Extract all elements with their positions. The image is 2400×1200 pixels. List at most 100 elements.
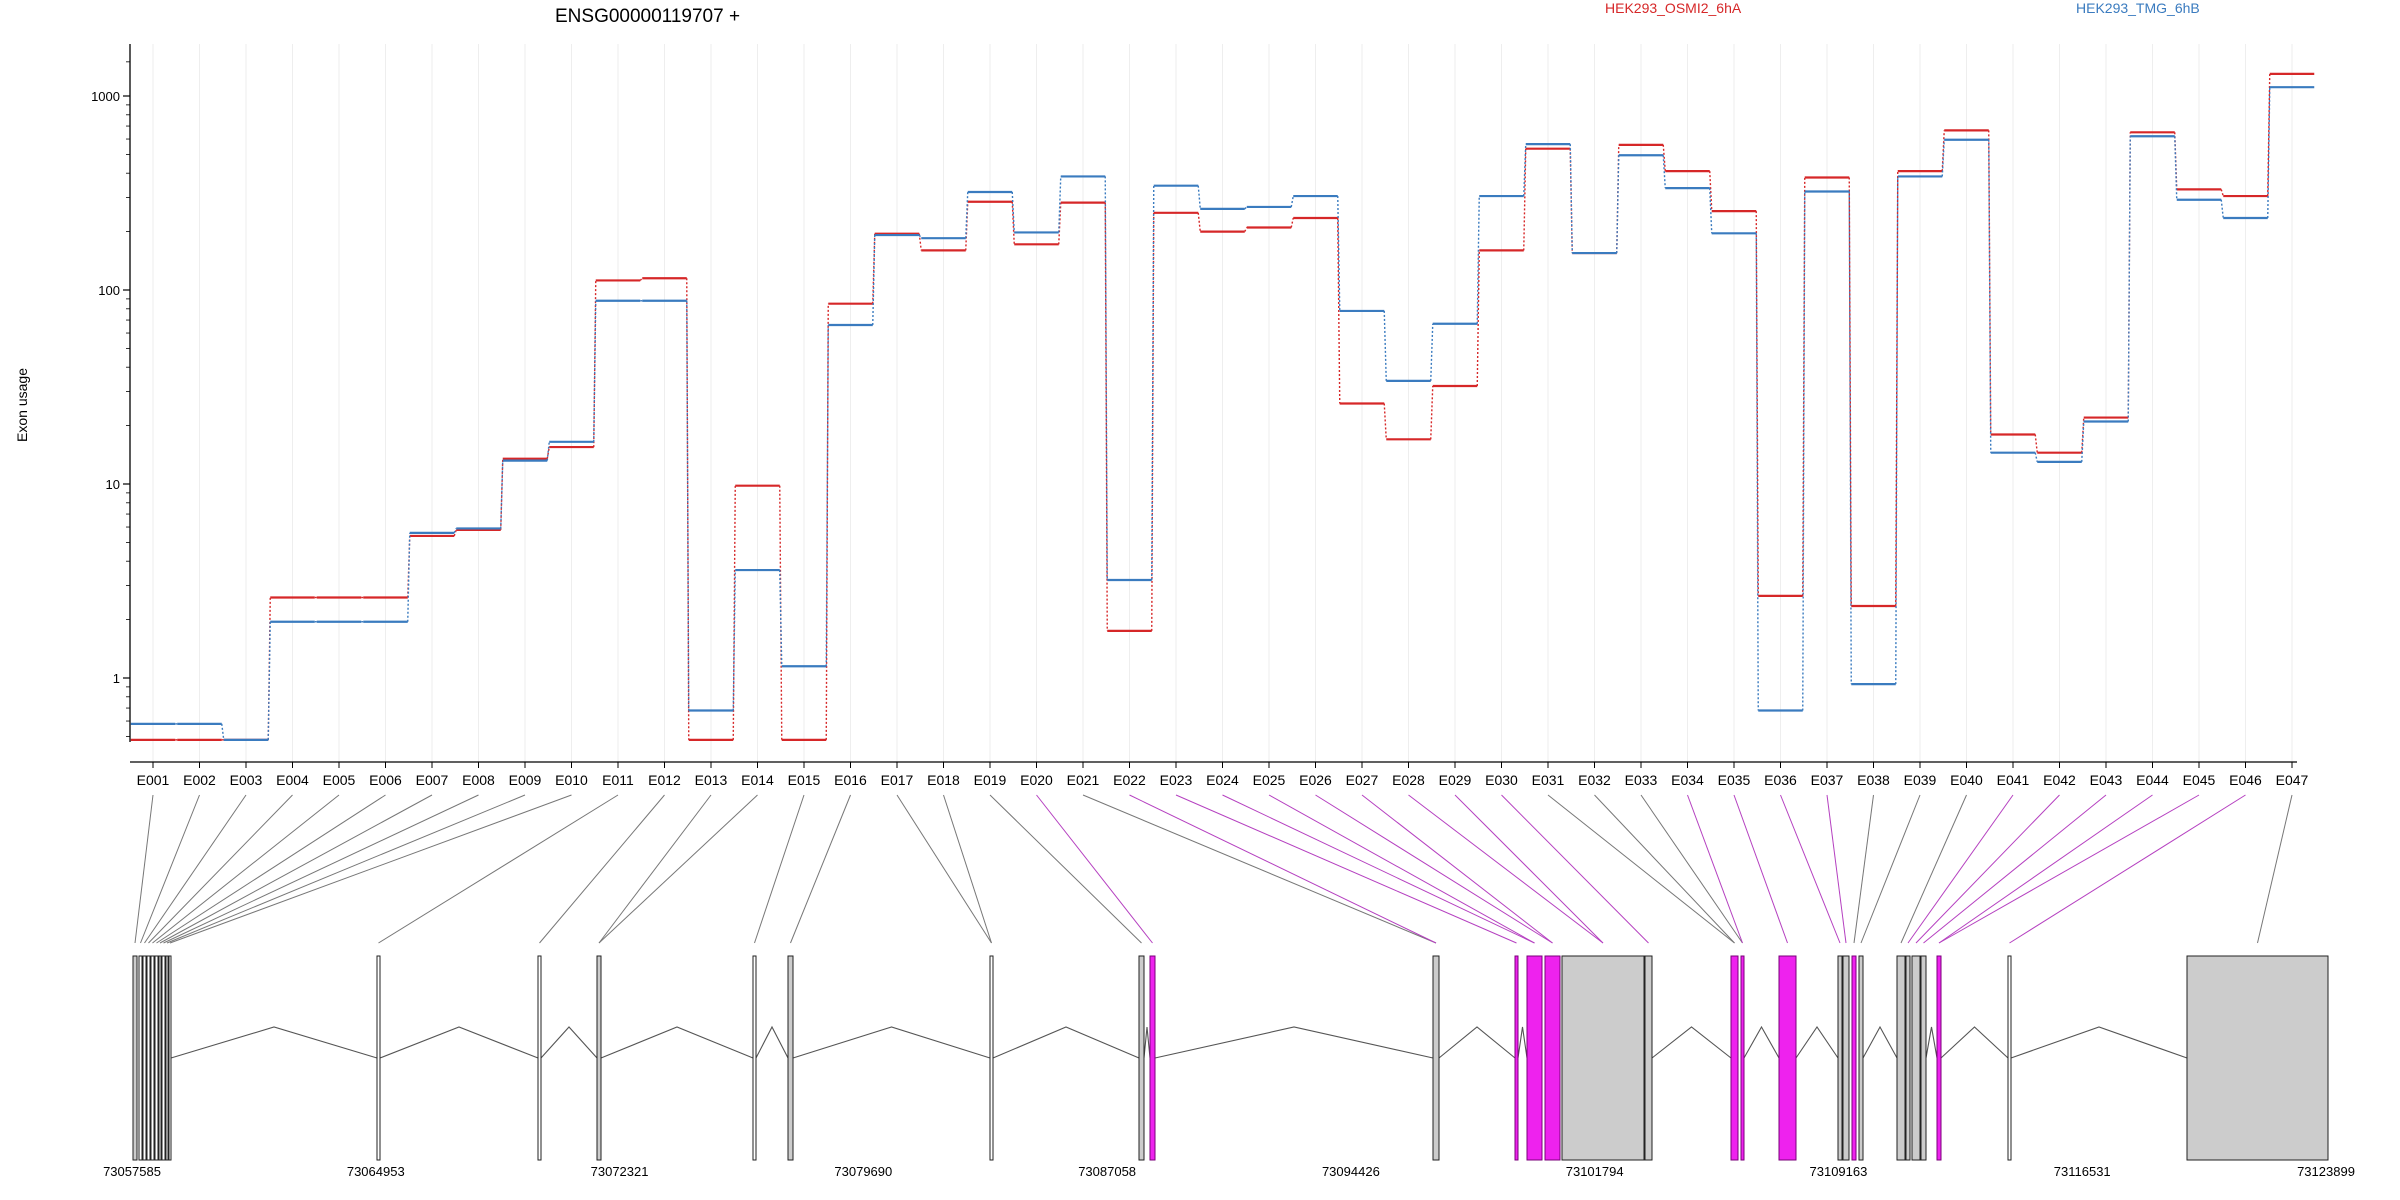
exon-value-connector — [1383, 310, 1387, 381]
x-tick-label: E018 — [927, 772, 960, 788]
x-tick-label: E012 — [648, 772, 681, 788]
exon-value-connector — [1011, 201, 1015, 245]
exon-value-connector — [1337, 218, 1341, 404]
intron-line — [2010, 1026, 2188, 1059]
exon-value-connector — [1337, 196, 1341, 311]
exon-box — [1432, 955, 1440, 1161]
exon-value-connector — [1383, 403, 1387, 440]
intron-line — [1143, 1026, 1151, 1059]
exon-connector-line — [1853, 794, 1874, 944]
x-tick-label: E002 — [183, 772, 216, 788]
coordinate-label: 73123899 — [2297, 1164, 2355, 1179]
exon-value-connector — [2081, 421, 2085, 462]
exon-value-connector — [1290, 195, 1294, 208]
y-tick-label: 10 — [106, 477, 120, 492]
x-tick-label: E024 — [1206, 772, 1239, 788]
exon-connector-line — [1315, 794, 1553, 944]
intron-line — [600, 1026, 754, 1059]
x-tick-label: E032 — [1578, 772, 1611, 788]
x-tick-label: E009 — [509, 772, 542, 788]
exon-value-connector — [546, 446, 550, 459]
exon-value-connector — [1755, 233, 1759, 711]
exon-box — [1837, 955, 1843, 1161]
x-tick-label: E016 — [834, 772, 867, 788]
x-tick-label: E014 — [741, 772, 774, 788]
exon-value-connector — [500, 460, 504, 529]
exon-box — [1896, 955, 1906, 1161]
exon-value-connector — [1802, 191, 1806, 711]
y-tick-label: 1 — [113, 671, 120, 686]
exon-value-connector — [1895, 176, 1899, 685]
exon-box — [1858, 955, 1864, 1161]
exon-box — [596, 955, 602, 1161]
exon-connector-line — [1907, 794, 2014, 944]
exon-connector-line — [790, 794, 851, 944]
exon-value-connector — [1430, 323, 1434, 381]
exon-connector-line — [598, 794, 758, 944]
exon-box — [1920, 955, 1927, 1161]
x-tick-label: E040 — [1950, 772, 1983, 788]
exon-box — [1514, 955, 1519, 1161]
exon-box — [150, 955, 155, 1161]
exon-connector-line — [1036, 794, 1153, 944]
intron-line — [1154, 1026, 1434, 1059]
exon-value-connector — [2220, 199, 2224, 219]
exon-value-connector — [1104, 202, 1108, 631]
intron-line — [755, 1025, 789, 1059]
x-tick-label: E030 — [1485, 772, 1518, 788]
exon-value-connector — [1709, 188, 1713, 234]
exon-box — [1561, 955, 1645, 1161]
exon-value-connector — [453, 529, 457, 537]
exon-box — [165, 955, 169, 1161]
exon-value-connector — [1197, 185, 1201, 209]
exon-connector-line — [1268, 794, 1535, 944]
x-tick-label: E011 — [602, 772, 634, 788]
exon-value-connector — [965, 191, 969, 239]
x-tick-label: E033 — [1625, 772, 1658, 788]
coordinate-label: 73094426 — [1322, 1164, 1380, 1179]
x-tick-label: E027 — [1346, 772, 1379, 788]
exon-value-connector — [1430, 385, 1434, 440]
x-tick-label: E015 — [788, 772, 821, 788]
coordinate-label: 73109163 — [1810, 1164, 1868, 1179]
exon-value-connector — [1151, 185, 1155, 581]
exon-connector-line — [2009, 794, 2246, 944]
x-tick-label: E046 — [2229, 772, 2262, 788]
exon-value-connector — [2220, 189, 2224, 197]
exon-value-connector — [639, 277, 643, 281]
exon-connector-line — [2257, 794, 2293, 944]
exon-box — [161, 955, 166, 1161]
x-tick-label: E034 — [1671, 772, 1704, 788]
exon-connector-line — [152, 794, 340, 944]
exon-connector-line — [134, 794, 154, 944]
exon-value-connector — [2127, 132, 2131, 418]
exon-connector-line — [148, 794, 293, 944]
x-tick-label: E017 — [881, 772, 914, 788]
x-tick-label: E025 — [1253, 772, 1286, 788]
exon-value-connector — [2034, 452, 2038, 463]
exon-value-connector — [1476, 196, 1480, 324]
intron-line — [1651, 1026, 1732, 1059]
exon-value-connector — [918, 233, 922, 251]
exon-value-connector — [1662, 155, 1666, 189]
exon-box — [168, 955, 172, 1161]
exon-value-connector — [1848, 177, 1852, 607]
x-tick-label: E022 — [1113, 772, 1146, 788]
exon-value-connector — [825, 325, 829, 667]
exon-box — [142, 955, 147, 1161]
exon-value-connector — [872, 235, 876, 326]
exon-value-connector — [1476, 250, 1480, 387]
exon-value-connector — [1058, 176, 1062, 233]
intron-line — [1940, 1026, 2009, 1059]
exon-value-connector — [1244, 227, 1248, 232]
intron-line — [1925, 1026, 1938, 1059]
intron-line — [992, 1026, 1140, 1059]
intron-line — [1795, 1026, 1839, 1059]
x-tick-label: E019 — [974, 772, 1007, 788]
exon-value-connector — [825, 303, 829, 740]
exon-box — [989, 955, 994, 1161]
chart-title: ENSG00000119707 + — [555, 6, 740, 27]
exon-box — [787, 955, 794, 1161]
x-tick-label: E041 — [1997, 772, 2030, 788]
